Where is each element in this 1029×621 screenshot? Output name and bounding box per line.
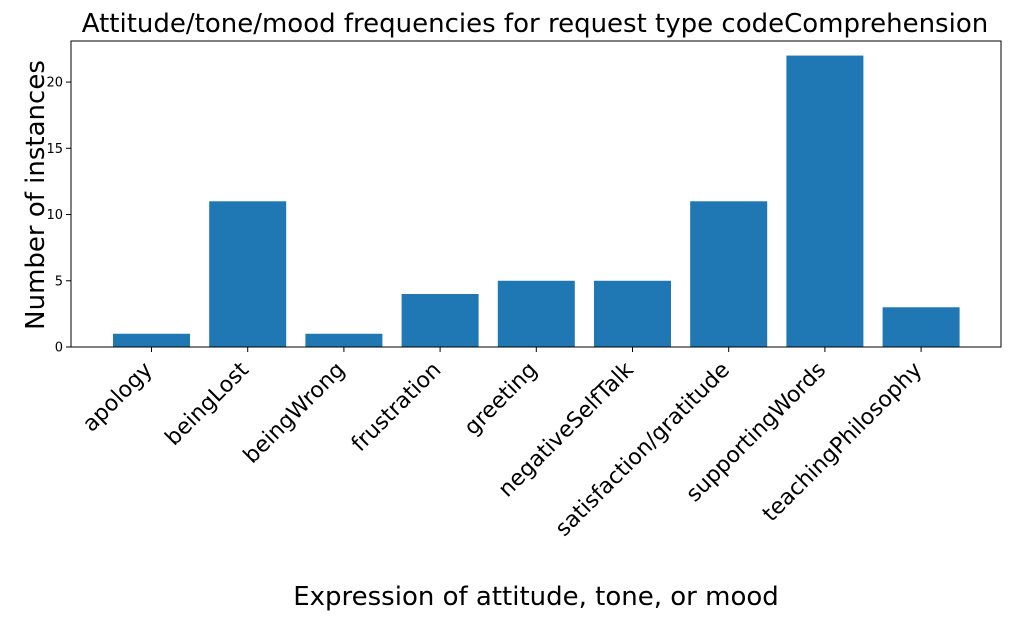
bar-5: [594, 280, 671, 347]
x-axis-label: Expression of attitude, tone, or mood: [293, 582, 779, 612]
x-tick-label-3: frustration: [347, 358, 446, 457]
y-tick-label-1: 5: [55, 274, 63, 289]
y-tick-label-2: 10: [46, 208, 63, 223]
bar-6: [690, 201, 768, 347]
bar-3: [401, 294, 479, 347]
bar-1: [209, 201, 287, 347]
bar-8: [882, 307, 960, 347]
y-tick-label-3: 15: [46, 142, 63, 157]
y-tick-label-0: 0: [55, 341, 63, 356]
bars-group: [113, 55, 960, 347]
x-tick-label-8: teachingPhilosophy: [758, 358, 927, 527]
bar-2: [305, 333, 383, 347]
x-tick-label-0: apology: [78, 358, 158, 438]
plot-frame: [70, 40, 1002, 348]
x-tick-label-4: greeting: [460, 358, 543, 441]
y-axis-label: Number of instances: [21, 60, 51, 330]
bar-7: [786, 55, 864, 347]
bar-4: [497, 280, 575, 347]
chart-title: Attitude/tone/mood frequencies for reque…: [82, 9, 988, 39]
y-axis: 0 5 10 15 20: [46, 76, 71, 356]
x-tick-label-1: beingLost: [161, 357, 255, 451]
x-tick-label-2: beingWrong: [239, 358, 350, 469]
x-tick-label-6: satisfaction/gratitude: [551, 358, 735, 542]
y-tick-label-4: 20: [46, 76, 63, 91]
bar-0: [113, 333, 190, 347]
